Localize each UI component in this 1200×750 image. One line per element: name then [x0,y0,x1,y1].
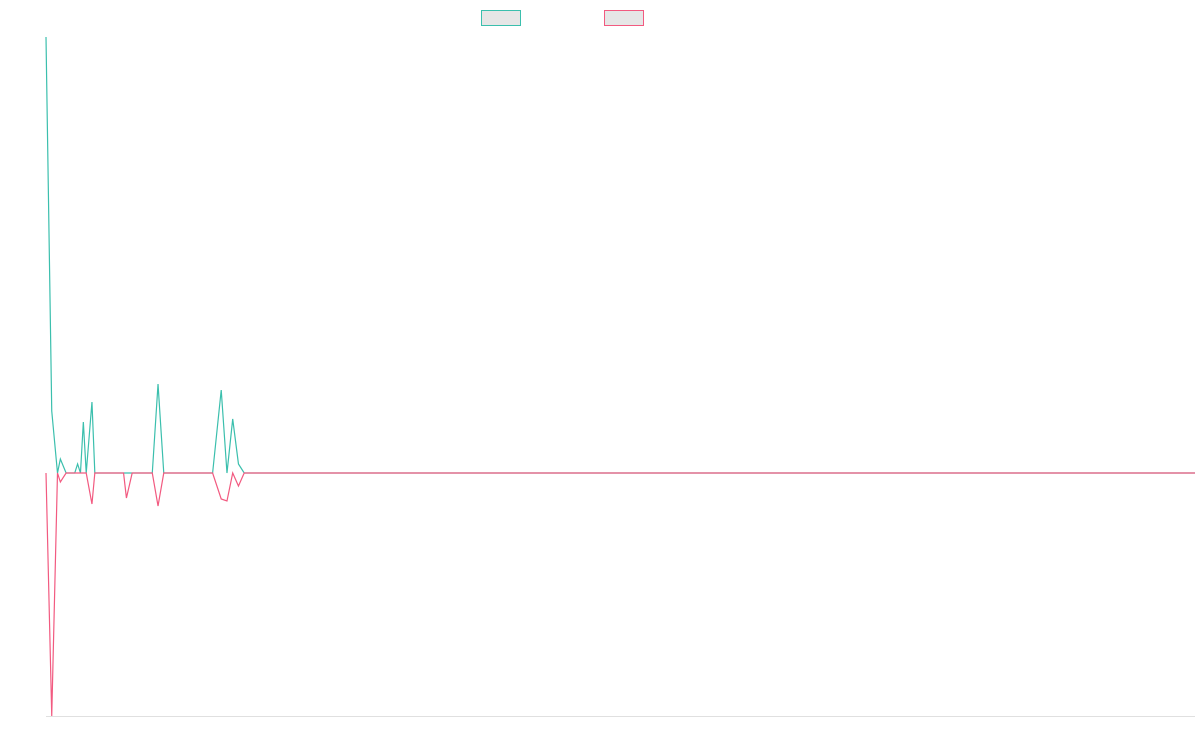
legend-swatch[interactable] [481,10,521,26]
series-line [45,36,1195,474]
legend-swatch[interactable] [604,10,644,26]
series-line [45,471,1195,717]
